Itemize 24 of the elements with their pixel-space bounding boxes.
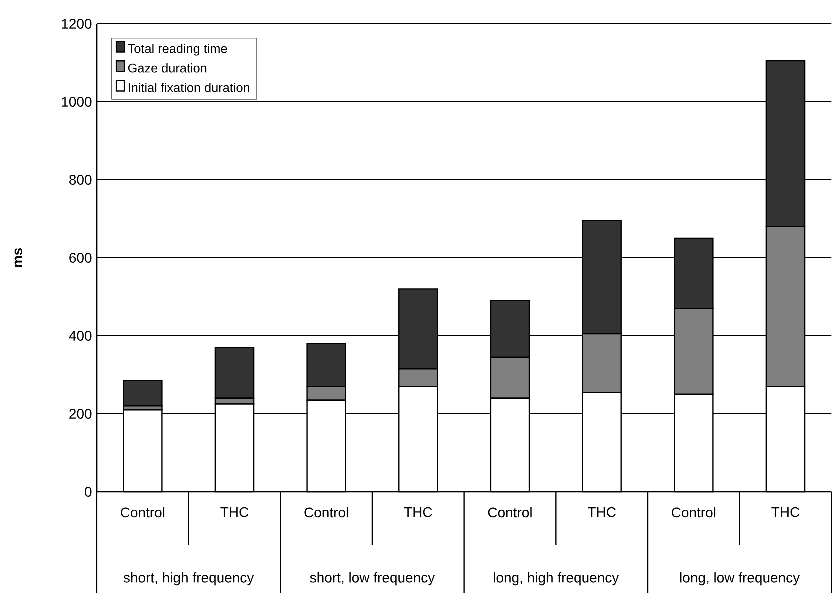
y-tick-label: 200: [70, 409, 92, 419]
text: long, high frequency: [494, 572, 620, 586]
legend-label: Gaze duration: [128, 64, 207, 73]
legend-label: Initial fixation duration: [129, 83, 250, 92]
x-tick-label: THC: [772, 507, 800, 518]
x-tick-label: Control: [488, 507, 532, 518]
x-tick-label: Control: [672, 507, 716, 518]
y-axis-title: ms: [14, 248, 23, 268]
text: short, low frequency: [310, 572, 436, 586]
x-tick-label: THC: [404, 507, 432, 518]
text: short, high frequency: [124, 572, 254, 586]
x-tick-label: Control: [121, 507, 165, 518]
y-tick-label: 400: [69, 331, 92, 341]
y-tick-label: 600: [70, 253, 92, 263]
text: long, low frequency: [680, 572, 800, 586]
bar: [123, 380, 163, 407]
y-tick-label: 1200: [62, 19, 92, 29]
y-tick-label: 800: [70, 175, 92, 185]
y-tick-label: 0: [85, 487, 92, 497]
y-tick-label: 1000: [62, 97, 92, 107]
x-tick-label: THC: [220, 507, 249, 518]
legend-label: Total reading time: [128, 44, 228, 56]
x-tick-label: Control: [304, 507, 348, 518]
x-tick-label: THC: [588, 507, 616, 518]
